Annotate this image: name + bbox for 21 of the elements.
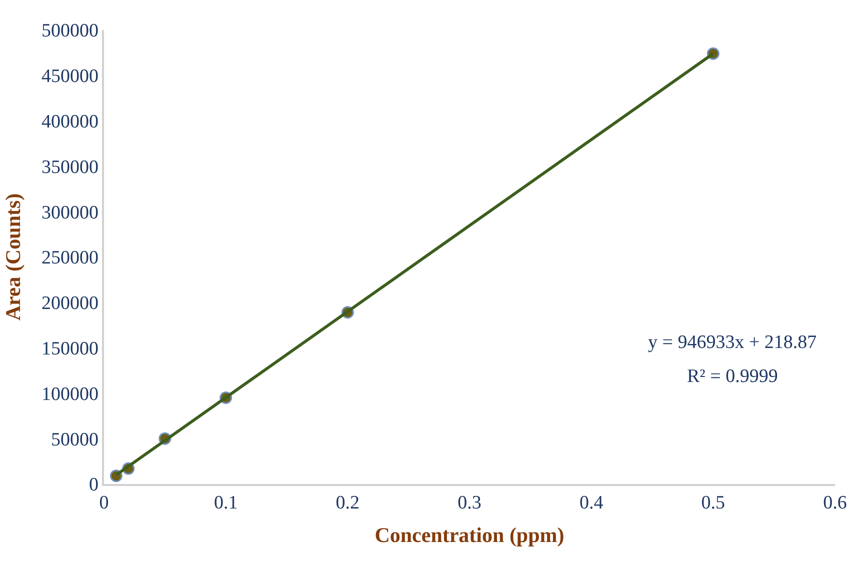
y-tick-label: 200000: [41, 293, 98, 314]
x-tick-label: 0.6: [823, 492, 847, 514]
x-axis-title: Concentration (ppm): [374, 523, 564, 548]
y-tick-label: 50000: [50, 429, 98, 450]
y-tick-label: 450000: [41, 66, 98, 88]
annotation: y = 946933x + 218.87: [648, 332, 817, 353]
y-tick-label: 250000: [41, 248, 98, 269]
y-tick-label: 400000: [41, 111, 98, 132]
annotation: R² = 0.9999: [687, 366, 778, 387]
y-axis-title: Area (Counts): [1, 193, 26, 321]
x-tick-label: 0.4: [579, 492, 604, 514]
x-tick-label: 0.3: [458, 492, 482, 514]
y-tick-label: 500000: [41, 20, 98, 42]
y-tick-label: 0: [88, 474, 98, 496]
y-tick-label: 150000: [41, 338, 98, 360]
x-tick-label: 0.5: [701, 492, 726, 514]
x-tick-label: 0.2: [336, 492, 360, 514]
y-tick-label: 350000: [41, 156, 98, 178]
x-tick-label: 0.1: [214, 492, 238, 514]
y-tick-label: 100000: [41, 384, 98, 405]
y-tick-label: 300000: [41, 202, 98, 224]
